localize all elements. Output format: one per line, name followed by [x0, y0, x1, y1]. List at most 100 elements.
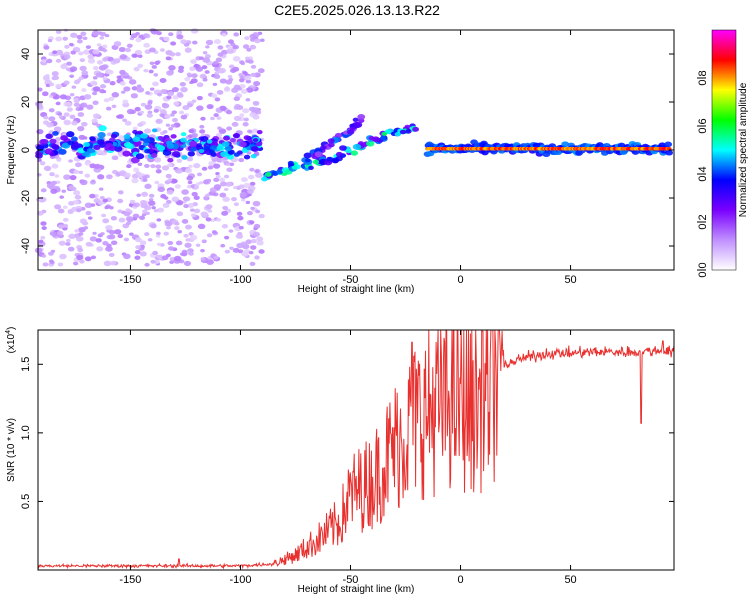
spectrogram-dot	[147, 142, 157, 149]
spectrogram-dot	[172, 95, 179, 100]
spectrogram-dot	[209, 144, 217, 151]
spectrogram-dot	[102, 198, 108, 203]
spectrogram-dot	[163, 36, 170, 42]
spectrogram-dot	[259, 38, 265, 43]
spectrogram-dot	[171, 110, 177, 115]
spectrogram-dot	[631, 149, 640, 155]
spectrogram-dot	[200, 211, 208, 217]
spectrogram-dot	[233, 32, 240, 37]
spectrogram-dot	[155, 164, 162, 169]
spectrogram-dot	[133, 66, 140, 72]
spectrogram-dot	[249, 167, 255, 172]
spectrogram-dot	[199, 129, 206, 134]
spectrogram-dot	[50, 92, 57, 97]
spectrogram-dot	[108, 252, 115, 258]
spectrogram-dot	[124, 120, 132, 126]
spectrogram-dot	[223, 187, 229, 192]
spectrogram-dot	[136, 193, 142, 198]
spectrogram-dot	[185, 167, 193, 174]
spectrogram-dot	[40, 188, 47, 193]
spectrogram-dot	[57, 208, 65, 214]
spectrogram-dot	[191, 191, 198, 197]
spectrogram-dot	[100, 232, 105, 236]
spectrogram-dot	[125, 143, 134, 149]
spectrogram-dot	[166, 95, 172, 100]
spectrogram-dot	[76, 39, 83, 44]
snr-panel: -150 -100 -50 0 50 0.5 1.0 1.5 Height of strai…	[5, 327, 675, 595]
spectrogram-dot	[59, 195, 65, 199]
spectrogram-dot	[249, 181, 256, 186]
spectrogram-dot	[135, 37, 142, 43]
spectrogram-dot	[55, 29, 62, 34]
spectrogram-dot	[202, 77, 208, 82]
spectrogram-dot	[308, 165, 314, 170]
spectrogram-dot	[70, 136, 78, 142]
spectrogram-dot	[193, 63, 200, 68]
spectrogram-dot	[665, 149, 674, 156]
spectrogram-dot	[226, 167, 233, 173]
spectrogram-dot	[252, 128, 259, 133]
spectrogram-dot	[51, 144, 60, 151]
spectrogram-dot	[63, 54, 71, 60]
spectrogram-dot	[132, 213, 140, 219]
spectrogram-dot	[40, 235, 46, 240]
spectrogram-dot	[220, 151, 228, 158]
y-tick-label: 1.5	[20, 357, 32, 372]
spectrogram-dot	[76, 78, 82, 83]
spectrogram-dot	[253, 231, 261, 237]
spectrogram-dot	[179, 252, 185, 256]
spectrogram-dot	[67, 246, 75, 252]
spectrogram-dot	[66, 61, 73, 66]
spectrogram-dot	[233, 132, 241, 139]
spectrogram-dot	[51, 180, 57, 185]
spectrogram-dot	[352, 143, 362, 150]
spectrogram-dot	[168, 32, 174, 37]
spectrogram-dot	[257, 68, 265, 74]
spectrogram-dot	[147, 238, 153, 242]
x-tick-label: -100	[229, 574, 251, 586]
spectrogram-dot	[170, 41, 177, 46]
spectrogram-dot	[246, 48, 252, 52]
spectrogram-dot	[144, 183, 152, 189]
spectrogram-dot	[221, 210, 229, 216]
spectrogram-dot	[109, 260, 117, 266]
spectrogram-dot	[219, 177, 226, 183]
spectrogram-dot	[216, 145, 223, 151]
spectrogram-dot	[159, 36, 164, 40]
spectrogram-dot	[162, 202, 170, 208]
spectrogram-dot	[156, 145, 166, 152]
spectrogram-dot	[48, 251, 54, 256]
spectrogram-dot	[160, 194, 167, 199]
spectrogram-dot	[131, 86, 138, 91]
spectrogram-dot	[178, 110, 185, 115]
spectrogram-dot	[92, 91, 98, 96]
spectrogram-dot	[181, 219, 189, 224]
spectrogram-dot	[129, 199, 136, 204]
spectrogram-dot	[188, 251, 194, 256]
spectrogram-dot	[169, 260, 174, 264]
spectrogram-dot	[126, 221, 131, 226]
spectrogram-dot	[89, 236, 97, 242]
spectrogram-dot	[224, 86, 230, 90]
spectrogram-dot	[210, 253, 216, 257]
spectrogram-dot	[99, 31, 107, 37]
spectrogram-dot	[72, 199, 80, 205]
spectrogram-dot	[117, 190, 124, 195]
spectrogram-dot	[232, 247, 240, 253]
spectrogram-dot	[174, 221, 180, 226]
colorbar-label: Normalized spectral amplitude	[738, 82, 749, 217]
spectrogram-dot	[68, 42, 74, 47]
spectrogram-dot	[92, 100, 99, 106]
spectrogram-dot	[206, 233, 213, 238]
spectrogram-dot	[137, 54, 143, 58]
spectrogram-dot	[175, 200, 184, 206]
spectrogram-dot	[245, 239, 253, 245]
spectrogram-dot	[145, 91, 151, 95]
spectrogram-dot	[216, 90, 224, 95]
spectrogram-dot	[152, 250, 159, 256]
spectrogram-dot	[41, 226, 47, 231]
spectrogram-dot	[116, 75, 122, 79]
spectrogram-dot	[175, 240, 183, 246]
spectrogram-dot	[144, 163, 150, 168]
spectrogram-dot	[151, 206, 156, 210]
